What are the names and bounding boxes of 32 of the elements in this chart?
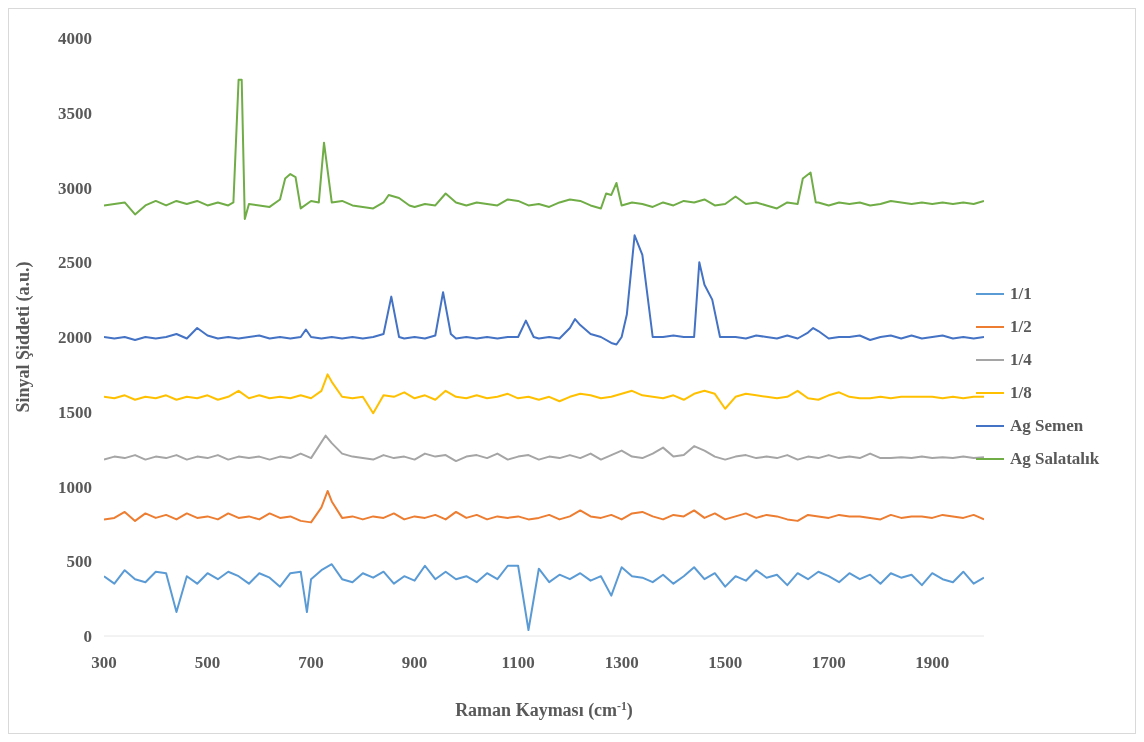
- legend-label: 1/2: [1010, 317, 1032, 337]
- y-tick-label: 0: [83, 627, 92, 647]
- line-series: [104, 373, 984, 415]
- y-tick-label: 1000: [58, 477, 92, 497]
- y-tick-label: 3000: [58, 178, 92, 198]
- line-series: [104, 489, 984, 524]
- line-series: [104, 434, 984, 463]
- y-tick-label: 2000: [58, 328, 92, 348]
- x-tick-label: 1300: [604, 653, 639, 673]
- y-axis-title: Sinyal Şiddeti (a.u.): [13, 261, 34, 413]
- x-tick-label: 1500: [708, 653, 743, 673]
- x-tick-label: 700: [298, 653, 324, 673]
- legend-label: Ag Semen: [1010, 416, 1084, 436]
- x-tick-label: 1100: [501, 653, 535, 673]
- legend-label: 1/1: [1010, 284, 1032, 304]
- x-tick-label: 1700: [811, 653, 846, 673]
- legend-label: Ag Salatalık: [1010, 449, 1100, 469]
- line-series: [104, 563, 984, 632]
- x-tick-label: 900: [401, 653, 428, 673]
- y-tick-label: 1500: [58, 402, 92, 422]
- line-series: [104, 78, 984, 220]
- x-tick-label: 1900: [915, 653, 950, 673]
- x-axis-title: Raman Kayması (cm$^{-1}$): [455, 699, 633, 721]
- y-tick-label: 3500: [58, 103, 92, 123]
- y-tick-label: 500: [66, 552, 92, 572]
- y-tick-label: 2500: [58, 253, 92, 273]
- y-tick-label: 4000: [58, 29, 92, 49]
- legend-label: 1/4: [1010, 350, 1032, 370]
- line-series: [104, 234, 984, 346]
- x-tick-label: 500: [194, 653, 221, 673]
- legend-label: 1/8: [1010, 383, 1032, 403]
- x-tick-label: 300: [91, 653, 117, 673]
